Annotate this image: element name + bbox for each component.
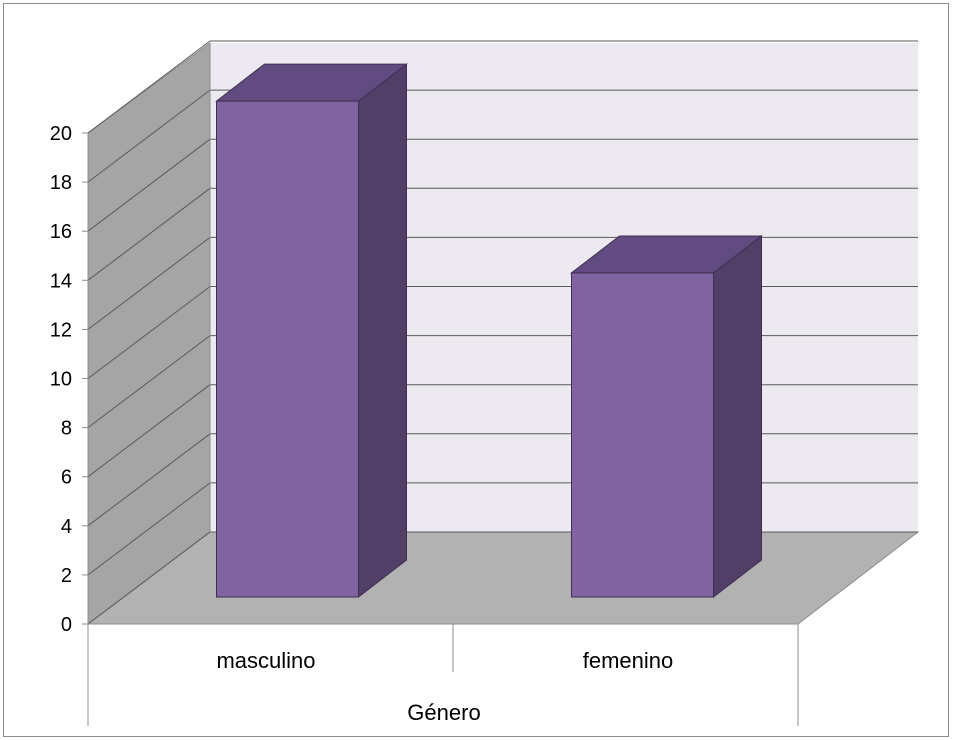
y-tick-label-6: 6: [61, 467, 72, 489]
x-category-label-femenino: femenino: [583, 648, 674, 673]
y-axis-ticks: 0 2 4 6 8 10 12 14 16 18 20: [50, 123, 89, 636]
chart-walls: [86, 42, 920, 626]
y-tick-label-20: 20: [50, 123, 72, 145]
side-gridline-8: [87, 335, 211, 428]
y-tick-label-4: 4: [61, 516, 72, 538]
side-gridline-10: [87, 286, 211, 379]
bar-masculino: [215, 63, 408, 599]
floor: [86, 531, 920, 625]
bar-side-femenino: [713, 234, 762, 599]
x-category-label-masculino: masculino: [216, 648, 315, 673]
side-gridline-4: [87, 433, 211, 527]
x-axis-title: Género: [407, 700, 480, 725]
x-axis: masculino femenino Género: [87, 623, 799, 726]
side-gridline-14: [87, 187, 211, 281]
y-tick-label-8: 8: [61, 418, 72, 440]
side-gridline-20: [87, 40, 211, 134]
y-tick-label-12: 12: [50, 319, 72, 341]
side-wall: [87, 42, 211, 626]
side-gridline-2: [87, 482, 211, 576]
y-tick-label-18: 18: [50, 172, 72, 194]
y-tick-label-14: 14: [50, 270, 72, 292]
y-tick-label-2: 2: [61, 565, 72, 587]
side-gridline-0: [87, 531, 211, 625]
bar-front-femenino: [571, 272, 714, 598]
side-gridline-16: [87, 138, 211, 232]
y-tick-label-16: 16: [50, 221, 72, 243]
bars: [215, 63, 763, 599]
side-gridline-12: [87, 237, 211, 330]
bar-side-masculino: [358, 63, 407, 599]
y-tick-label-0: 0: [61, 614, 72, 636]
side-gridline-18: [87, 89, 211, 183]
side-gridline-6: [87, 384, 211, 478]
y-tick-label-10: 10: [50, 369, 72, 391]
bar-femenino: [570, 234, 763, 599]
bar-front-masculino: [216, 100, 359, 598]
